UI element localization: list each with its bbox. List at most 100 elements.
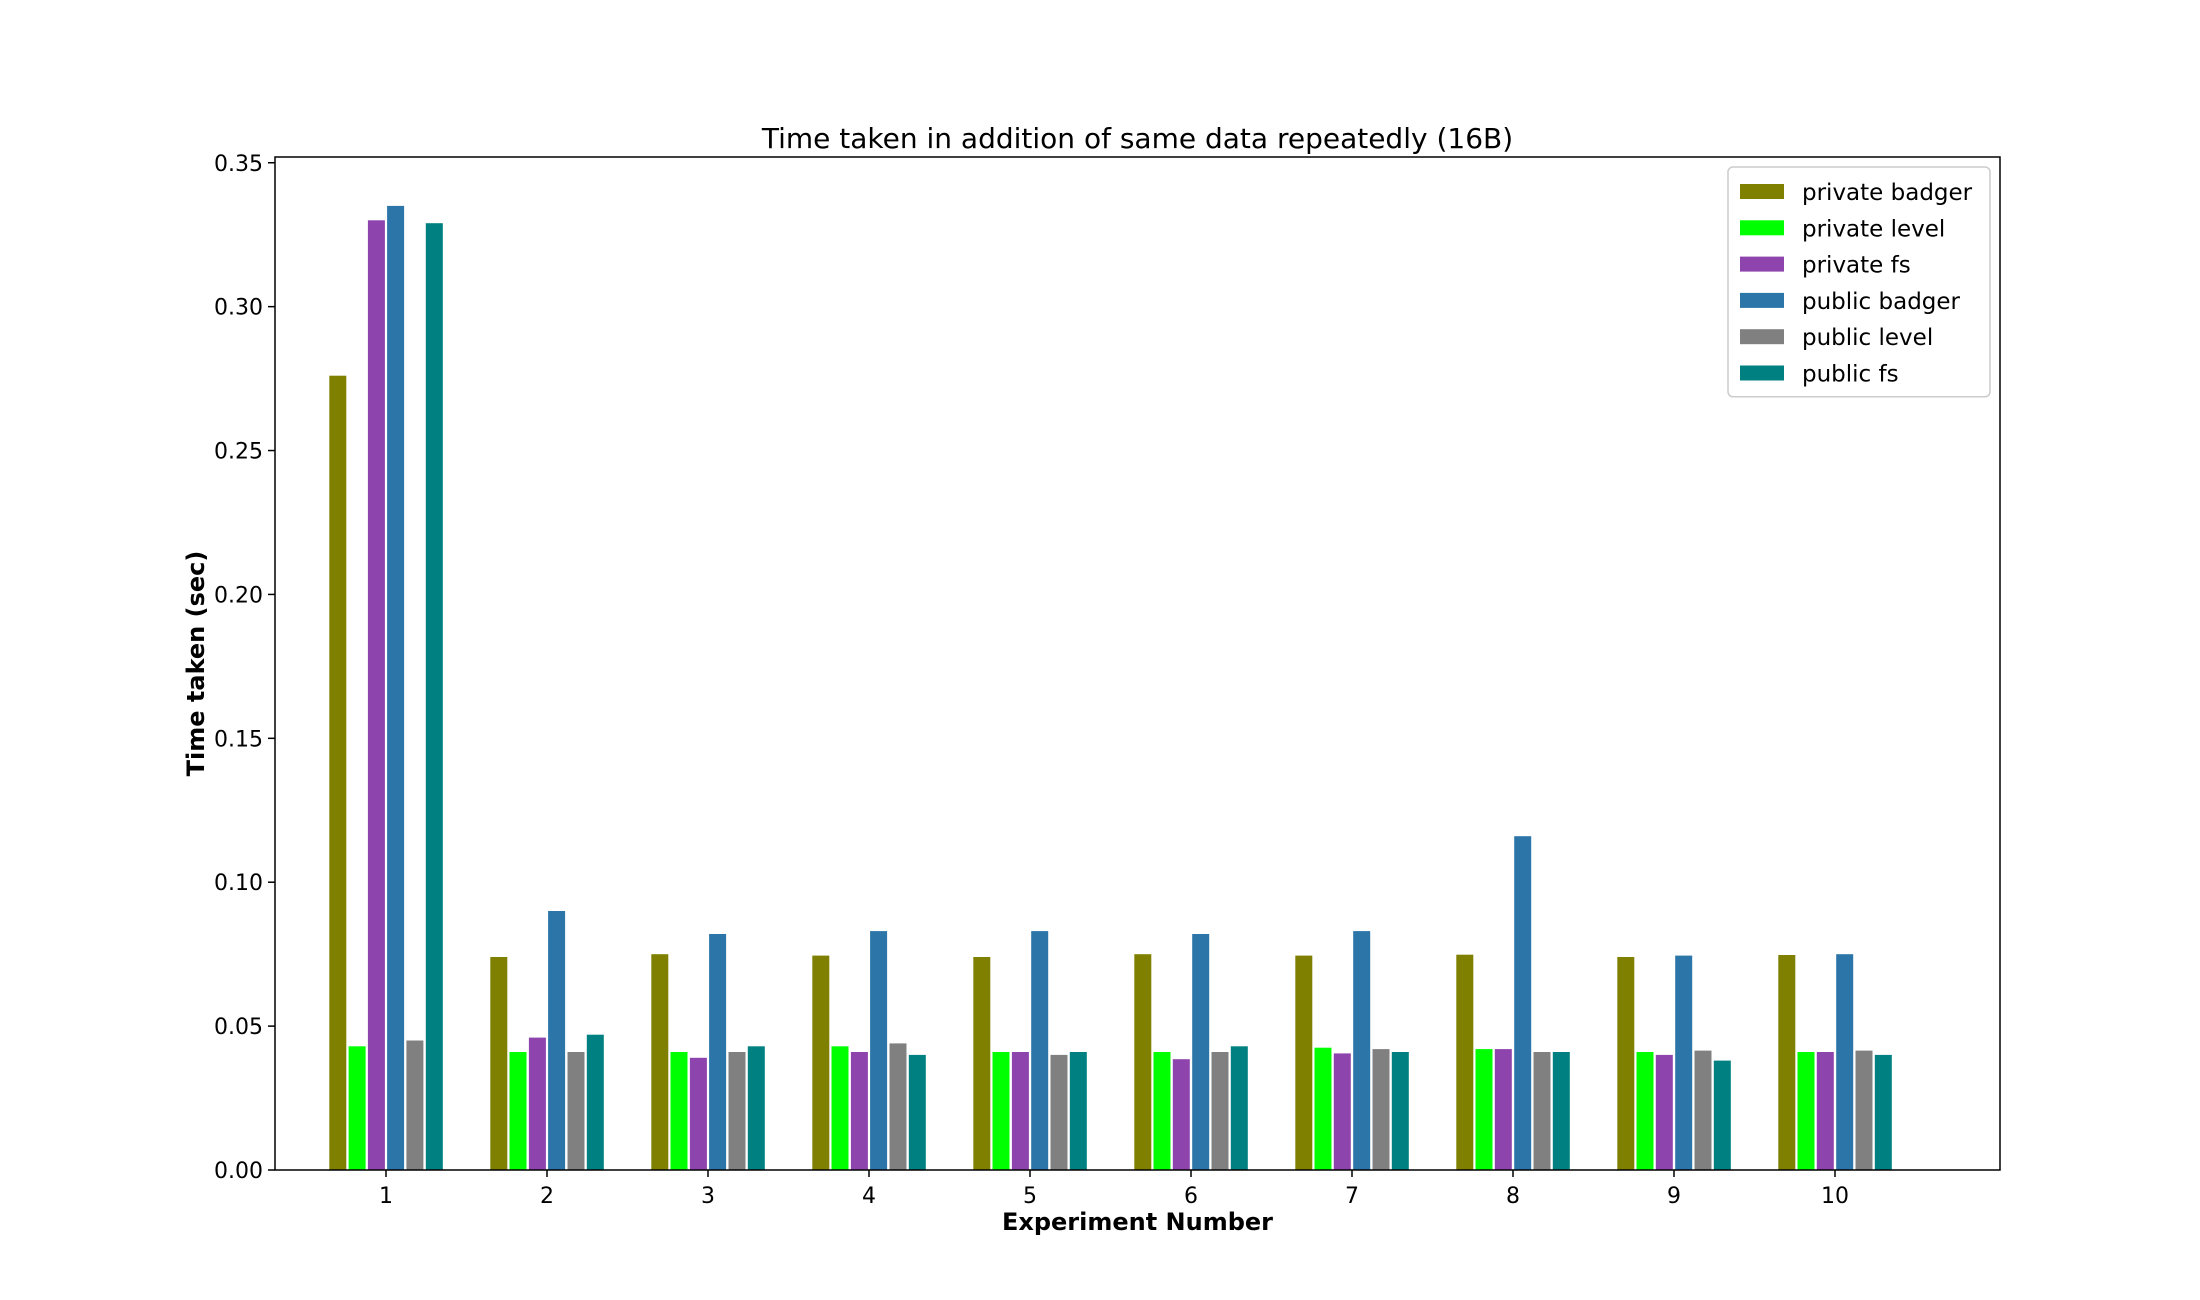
bar-public-level-exp-5 <box>1050 1054 1068 1170</box>
bar-public-level-exp-3 <box>728 1052 746 1170</box>
bar-public-level-exp-7 <box>1372 1049 1390 1170</box>
bar-public-fs-exp-4 <box>908 1054 926 1170</box>
legend-swatch-public-fs <box>1740 365 1784 381</box>
legend-box <box>1727 166 1991 398</box>
legend-label: public fs <box>1802 362 1899 388</box>
bar-private-level-exp-10 <box>1797 1052 1815 1170</box>
legend-swatch-private-badger <box>1740 184 1784 199</box>
bar-private-fs-exp-8 <box>1494 1049 1512 1170</box>
legend-swatch-private-fs <box>1740 256 1784 272</box>
bar-private-badger-exp-5 <box>973 957 991 1170</box>
y-tick-label: 0.05 <box>214 1015 263 1040</box>
y-axis-title: Time taken (sec) <box>182 551 210 777</box>
bar-private-level-exp-5 <box>992 1052 1010 1170</box>
legend-label: private badger <box>1802 180 1973 206</box>
bar-private-badger-exp-9 <box>1617 957 1635 1170</box>
bars-layer <box>329 205 1892 1171</box>
bar-public-badger-exp-4 <box>870 931 888 1170</box>
bar-public-fs-exp-3 <box>747 1046 765 1170</box>
bar-private-badger-exp-6 <box>1134 954 1152 1170</box>
bar-public-badger-exp-10 <box>1836 954 1854 1170</box>
x-tick-label: 10 <box>1821 1184 1849 1209</box>
bar-public-fs-exp-9 <box>1713 1060 1731 1170</box>
legend-label: public badger <box>1802 289 1961 315</box>
legend: private badger private level private fs pub… <box>1727 166 1991 398</box>
bar-public-fs-exp-10 <box>1874 1054 1892 1170</box>
bar-public-level-exp-8 <box>1533 1052 1551 1170</box>
bar-private-level-exp-7 <box>1314 1047 1332 1170</box>
bar-private-badger-exp-7 <box>1295 955 1313 1170</box>
bar-private-badger-exp-2 <box>490 957 508 1170</box>
x-tick-label: 1 <box>379 1184 393 1209</box>
bar-private-badger-exp-1 <box>329 375 347 1170</box>
x-tick-label: 4 <box>862 1184 876 1209</box>
legend-label: private level <box>1802 216 1945 242</box>
bar-private-fs-exp-1 <box>367 220 385 1171</box>
bar-public-badger-exp-6 <box>1192 934 1210 1170</box>
y-tick-label: 0.20 <box>214 583 263 608</box>
x-tick-label: 3 <box>701 1184 715 1209</box>
y-tick-label: 0.15 <box>214 727 263 752</box>
y-tick-label: 0.30 <box>214 296 263 321</box>
bar-private-level-exp-2 <box>509 1052 527 1170</box>
bar-public-fs-exp-5 <box>1069 1052 1087 1170</box>
bar-public-badger-exp-3 <box>709 934 727 1170</box>
bar-private-fs-exp-2 <box>528 1037 546 1170</box>
chart-title: Time taken in addition of same data repe… <box>761 122 1513 155</box>
bar-public-level-exp-9 <box>1694 1050 1712 1170</box>
x-tick-label: 2 <box>540 1184 554 1209</box>
legend-label: public level <box>1802 325 1933 351</box>
bar-public-level-exp-1 <box>406 1040 424 1170</box>
bar-private-fs-exp-5 <box>1011 1052 1029 1170</box>
bar-private-fs-exp-7 <box>1333 1053 1351 1170</box>
bar-private-badger-exp-8 <box>1456 954 1474 1170</box>
legend-swatch-public-badger <box>1740 292 1784 308</box>
x-tick-label: 8 <box>1506 1184 1520 1209</box>
bar-public-level-exp-4 <box>889 1043 907 1170</box>
bar-public-badger-exp-7 <box>1353 931 1371 1170</box>
bar-private-fs-exp-4 <box>850 1052 868 1170</box>
bar-private-fs-exp-9 <box>1655 1054 1673 1170</box>
bar-public-fs-exp-8 <box>1552 1052 1570 1170</box>
legend-swatch-private-level <box>1740 220 1784 236</box>
bar-public-badger-exp-9 <box>1675 955 1693 1170</box>
bar-private-level-exp-9 <box>1636 1052 1654 1170</box>
bar-public-level-exp-10 <box>1855 1050 1873 1170</box>
y-tick-label: 0.10 <box>214 871 263 896</box>
y-tick-label: 0.25 <box>214 440 263 465</box>
bar-public-badger-exp-2 <box>548 911 566 1170</box>
x-tick-label: 5 <box>1023 1184 1037 1209</box>
bar-private-fs-exp-10 <box>1816 1052 1834 1170</box>
bar-private-level-exp-4 <box>831 1046 849 1170</box>
bar-public-badger-exp-5 <box>1031 931 1049 1170</box>
bar-private-badger-exp-3 <box>651 954 669 1170</box>
x-tick-label: 6 <box>1184 1184 1198 1209</box>
bar-private-fs-exp-6 <box>1172 1059 1190 1170</box>
bar-private-level-exp-8 <box>1475 1049 1493 1170</box>
y-tick-label: 0.35 <box>214 152 263 177</box>
bar-private-fs-exp-3 <box>689 1057 707 1170</box>
legend-label: private fs <box>1802 253 1911 279</box>
bar-public-fs-exp-1 <box>425 223 443 1170</box>
bar-public-fs-exp-7 <box>1391 1052 1409 1170</box>
bar-public-fs-exp-6 <box>1230 1046 1248 1170</box>
x-tick-label: 7 <box>1345 1184 1359 1209</box>
y-tick-label: 0.00 <box>214 1159 263 1184</box>
legend-swatch-public-level <box>1740 329 1784 345</box>
bar-public-fs-exp-2 <box>586 1034 604 1170</box>
bar-private-badger-exp-4 <box>812 955 830 1170</box>
bar-private-level-exp-6 <box>1153 1052 1171 1170</box>
axes-layer: 0.00 0.05 0.10 0.15 0.20 0.25 0.30 0.35 1 2 3 4 5 6 7 8… <box>214 152 2001 1209</box>
bar-public-badger-exp-8 <box>1514 836 1532 1170</box>
plot-frame <box>274 156 2001 1171</box>
x-axis-title: Experiment Number <box>1002 1208 1273 1236</box>
bar-public-badger-exp-1 <box>387 205 405 1170</box>
bar-private-level-exp-3 <box>670 1052 688 1170</box>
x-tick-label: 9 <box>1667 1184 1681 1209</box>
bar-private-level-exp-1 <box>348 1046 366 1170</box>
bar-public-level-exp-2 <box>567 1052 585 1170</box>
bar-public-level-exp-6 <box>1211 1052 1229 1170</box>
bar-private-badger-exp-10 <box>1778 955 1796 1170</box>
